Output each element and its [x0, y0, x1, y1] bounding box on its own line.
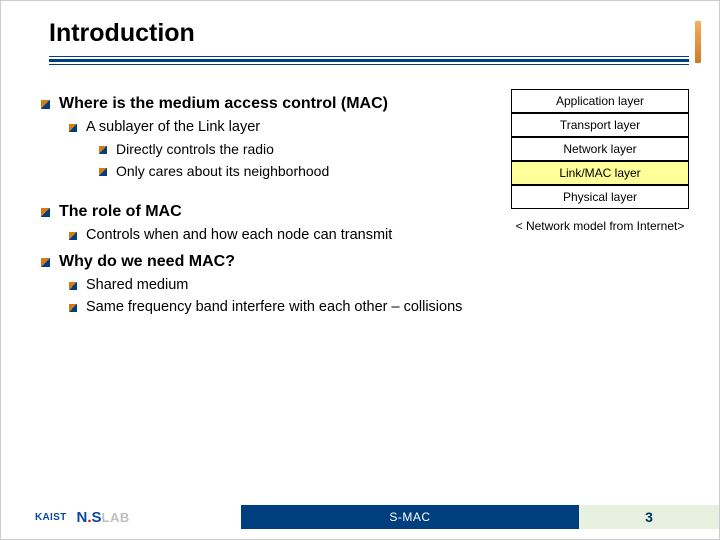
bullet-text: Controls when and how each node can tran…	[86, 227, 392, 243]
bullet-icon	[69, 124, 77, 132]
bullet-level1: Where is the medium access control (MAC)	[41, 95, 471, 113]
bullet-text: Only cares about its neighborhood	[116, 163, 329, 179]
side-accent	[695, 21, 701, 63]
logo-n: N	[77, 509, 88, 526]
footer-page: 3	[579, 505, 719, 529]
bullet-text: The role of MAC	[59, 203, 182, 221]
bullet-text: Shared medium	[86, 277, 188, 293]
slide-title: Introduction	[49, 19, 689, 54]
layer-label: Network layer	[563, 142, 636, 156]
layer-row: Transport layer	[511, 113, 689, 137]
slide: Introduction Where is the medium access …	[0, 0, 720, 540]
layer-row: Physical layer	[511, 185, 689, 209]
bullet-level1: The role of MAC	[41, 203, 471, 221]
title-underline	[49, 56, 689, 65]
bullet-level1: Why do we need MAC?	[41, 253, 471, 271]
kaist-logo: KAIST	[35, 512, 67, 523]
bullet-level3: Only cares about its neighborhood	[99, 163, 471, 179]
footer-left: KAIST N.SLAB	[1, 505, 241, 529]
bullet-icon	[69, 232, 77, 240]
bullet-text: Why do we need MAC?	[59, 253, 235, 271]
bullet-icon	[99, 168, 107, 176]
bullet-icon	[41, 208, 50, 217]
network-layer-table: Application layer Transport layer Networ…	[511, 89, 689, 233]
bullet-text: A sublayer of the Link layer	[86, 119, 260, 135]
bullet-icon	[69, 304, 77, 312]
layer-label: Link/MAC layer	[559, 166, 640, 180]
nslab-logo: N.SLAB	[77, 509, 130, 526]
title-area: Introduction	[49, 19, 689, 65]
layer-label: Transport layer	[560, 118, 640, 132]
logo-s: S	[92, 509, 102, 526]
layer-caption: < Network model from Internet>	[511, 219, 689, 233]
bullet-icon	[99, 146, 107, 154]
bullet-icon	[41, 258, 50, 267]
layer-label: Application layer	[556, 94, 644, 108]
footer-center-text: S-MAC	[389, 510, 430, 524]
layer-row: Network layer	[511, 137, 689, 161]
content-area: Where is the medium access control (MAC)…	[41, 91, 471, 319]
bullet-level2: Controls when and how each node can tran…	[69, 227, 489, 243]
bullet-icon	[41, 100, 50, 109]
bullet-text: Where is the medium access control (MAC)	[59, 95, 388, 113]
bullet-text: Same frequency band interfere with each …	[86, 299, 462, 315]
footer: KAIST N.SLAB S-MAC 3	[1, 505, 719, 529]
footer-center: S-MAC	[241, 505, 579, 529]
bullet-level2: Shared medium	[69, 277, 471, 293]
layer-row: Application layer	[511, 89, 689, 113]
layer-label: Physical layer	[563, 190, 637, 204]
page-number: 3	[645, 509, 653, 525]
bullet-level2: A sublayer of the Link layer	[69, 119, 471, 135]
bullet-level2: Same frequency band interfere with each …	[69, 299, 589, 315]
bullet-icon	[69, 282, 77, 290]
logo-lab: LAB	[102, 510, 130, 525]
bullet-level3: Directly controls the radio	[99, 141, 471, 157]
layer-row-highlight: Link/MAC layer	[511, 161, 689, 185]
bullet-text: Directly controls the radio	[116, 141, 274, 157]
